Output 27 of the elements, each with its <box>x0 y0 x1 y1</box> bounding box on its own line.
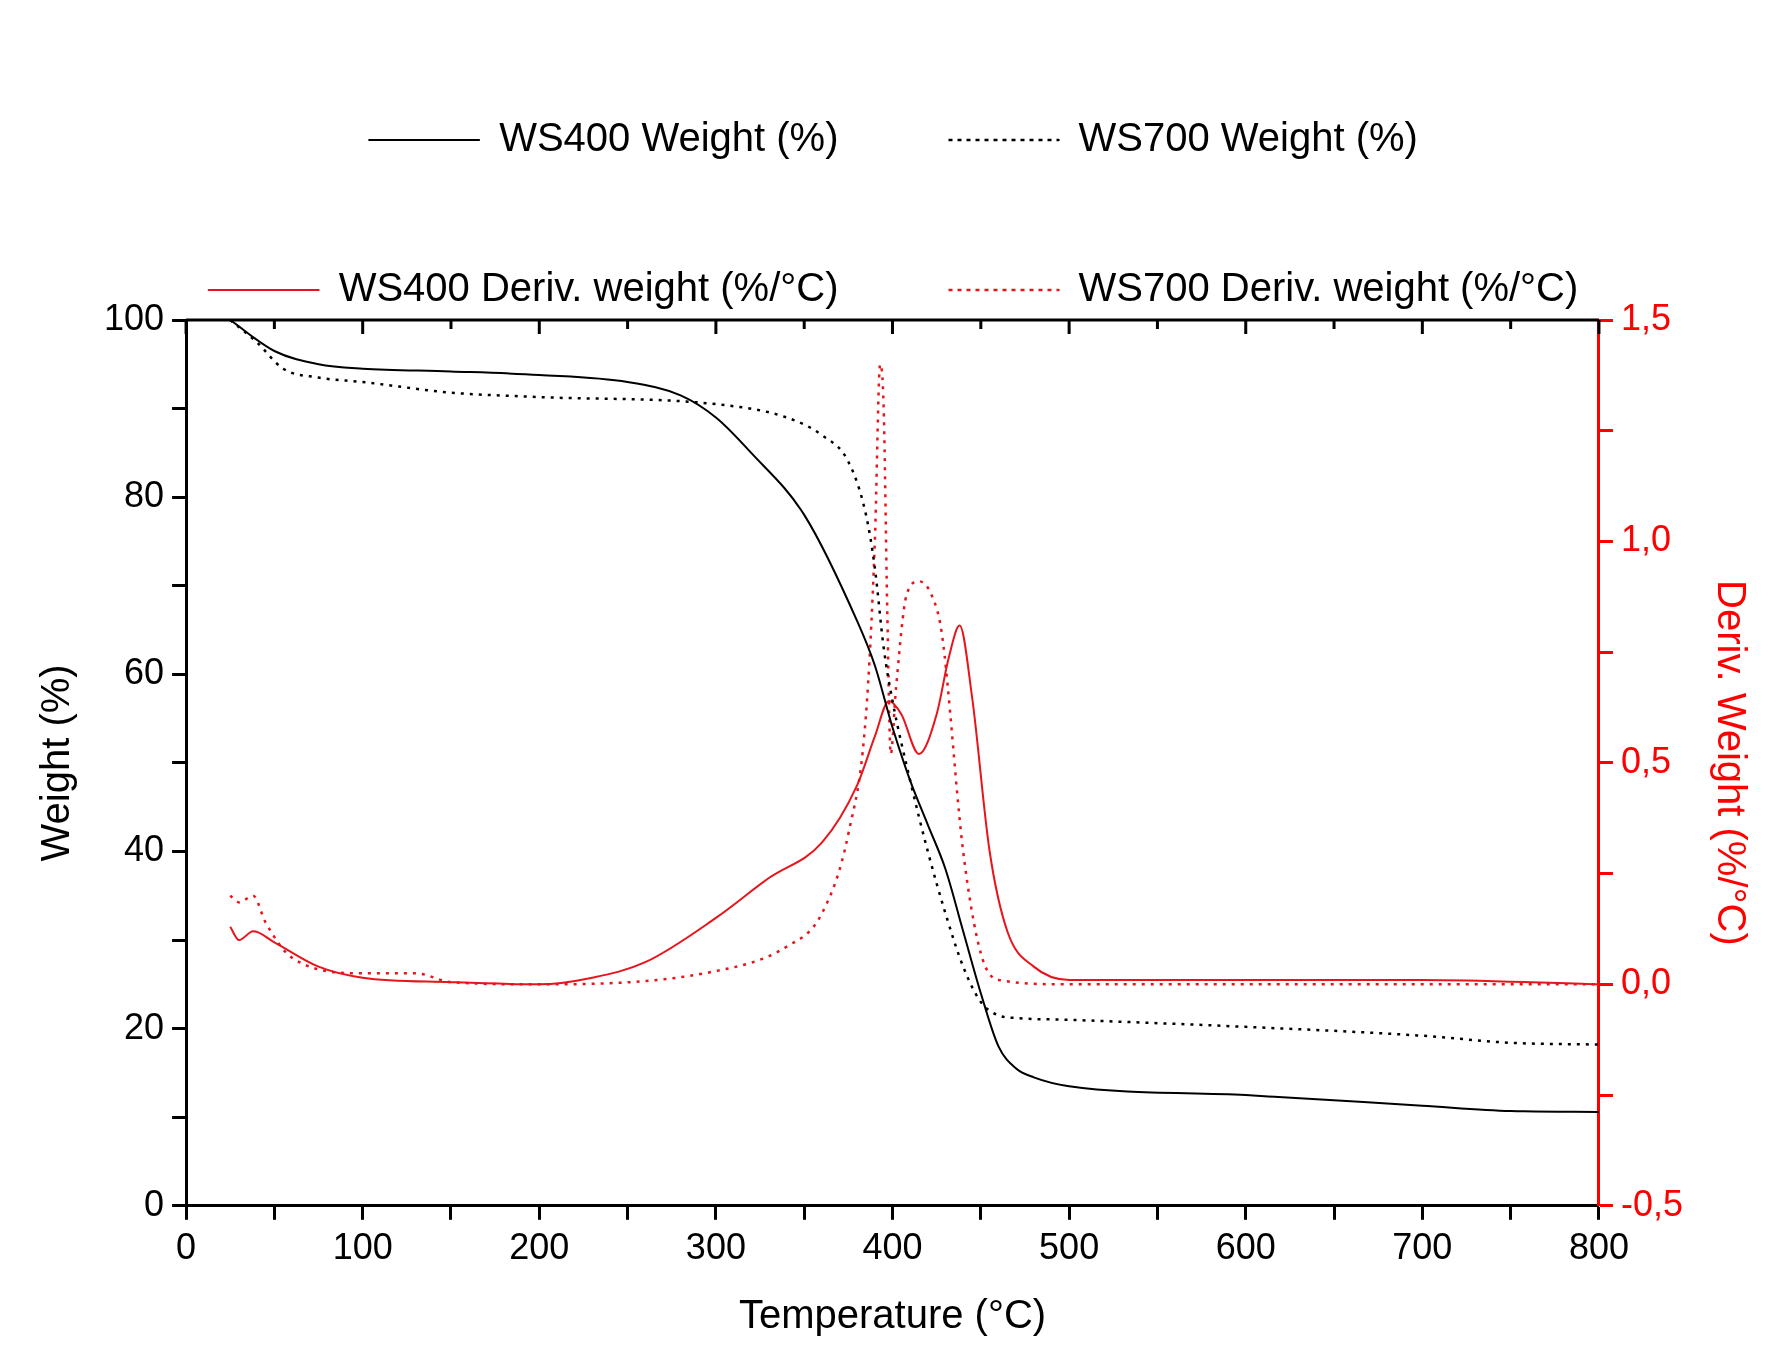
y-tick-label: 20 <box>124 1005 165 1047</box>
legend-label: WS700 Weight (%) <box>1078 115 1418 160</box>
y-tick-label: 80 <box>124 474 165 516</box>
y-axis-title: Weight (%) <box>33 664 78 862</box>
y-tick-label: 40 <box>124 828 165 870</box>
y-tick-label: 100 <box>103 296 165 338</box>
y2-tick-label: 1,5 <box>1620 296 1672 338</box>
x-tick-label: 400 <box>862 1226 923 1268</box>
x-tick-label: 500 <box>1039 1226 1100 1268</box>
y2-tick-label: 0,5 <box>1620 739 1672 781</box>
x-tick-label: 100 <box>332 1226 393 1268</box>
x-axis-title: Temperature (°C) <box>738 1292 1047 1337</box>
legend-label: WS700 Deriv. weight (%/°C) <box>1078 265 1579 310</box>
x-tick-label: 0 <box>176 1226 197 1268</box>
y-tick-label: 60 <box>124 651 165 693</box>
legend-label: WS400 Weight (%) <box>499 115 839 160</box>
legend-label: WS400 Deriv. weight (%/°C) <box>338 265 839 310</box>
x-tick-label: 600 <box>1215 1226 1276 1268</box>
y2-axis-title: Deriv. Weight (%/°C) <box>1709 580 1754 946</box>
y2-tick-label: 0,0 <box>1620 961 1672 1003</box>
y-tick-label: 0 <box>144 1182 165 1224</box>
x-tick-label: 800 <box>1568 1226 1630 1268</box>
x-tick-label: 300 <box>685 1226 746 1268</box>
y2-tick-label: 1,0 <box>1620 518 1672 560</box>
y2-tick-label: -0,5 <box>1620 1182 1684 1224</box>
x-tick-label: 200 <box>509 1226 570 1268</box>
x-tick-label: 700 <box>1392 1226 1453 1268</box>
